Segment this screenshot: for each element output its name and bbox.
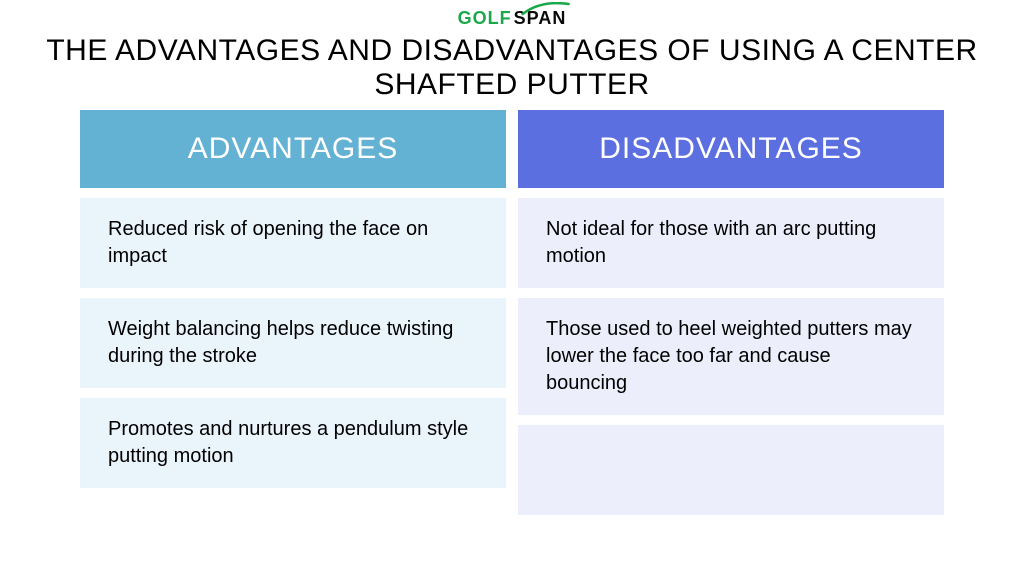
disadvantages-cell (518, 425, 944, 515)
disadvantages-header: DISADVANTAGES (518, 110, 944, 188)
advantages-column: ADVANTAGES Reduced risk of opening the f… (80, 110, 506, 515)
advantages-cell: Weight balancing helps reduce twisting d… (80, 298, 506, 388)
disadvantages-column: DISADVANTAGES Not ideal for those with a… (518, 110, 944, 515)
comparison-table: ADVANTAGES Reduced risk of opening the f… (80, 110, 944, 515)
advantages-cell: Reduced risk of opening the face on impa… (80, 198, 506, 288)
advantages-header: ADVANTAGES (80, 110, 506, 188)
advantages-cell: Promotes and nurtures a pendulum style p… (80, 398, 506, 488)
swoosh-path (522, 3, 568, 14)
logo-text-left: GOLF (458, 8, 512, 29)
disadvantages-cell: Those used to heel weighted putters may … (518, 298, 944, 415)
brand-logo: GOLF SPAN (458, 8, 567, 29)
disadvantages-cell: Not ideal for those with an arc putting … (518, 198, 944, 288)
page-title: THE ADVANTAGES AND DISADVANTAGES OF USIN… (0, 34, 1024, 102)
swoosh-icon (520, 2, 570, 16)
